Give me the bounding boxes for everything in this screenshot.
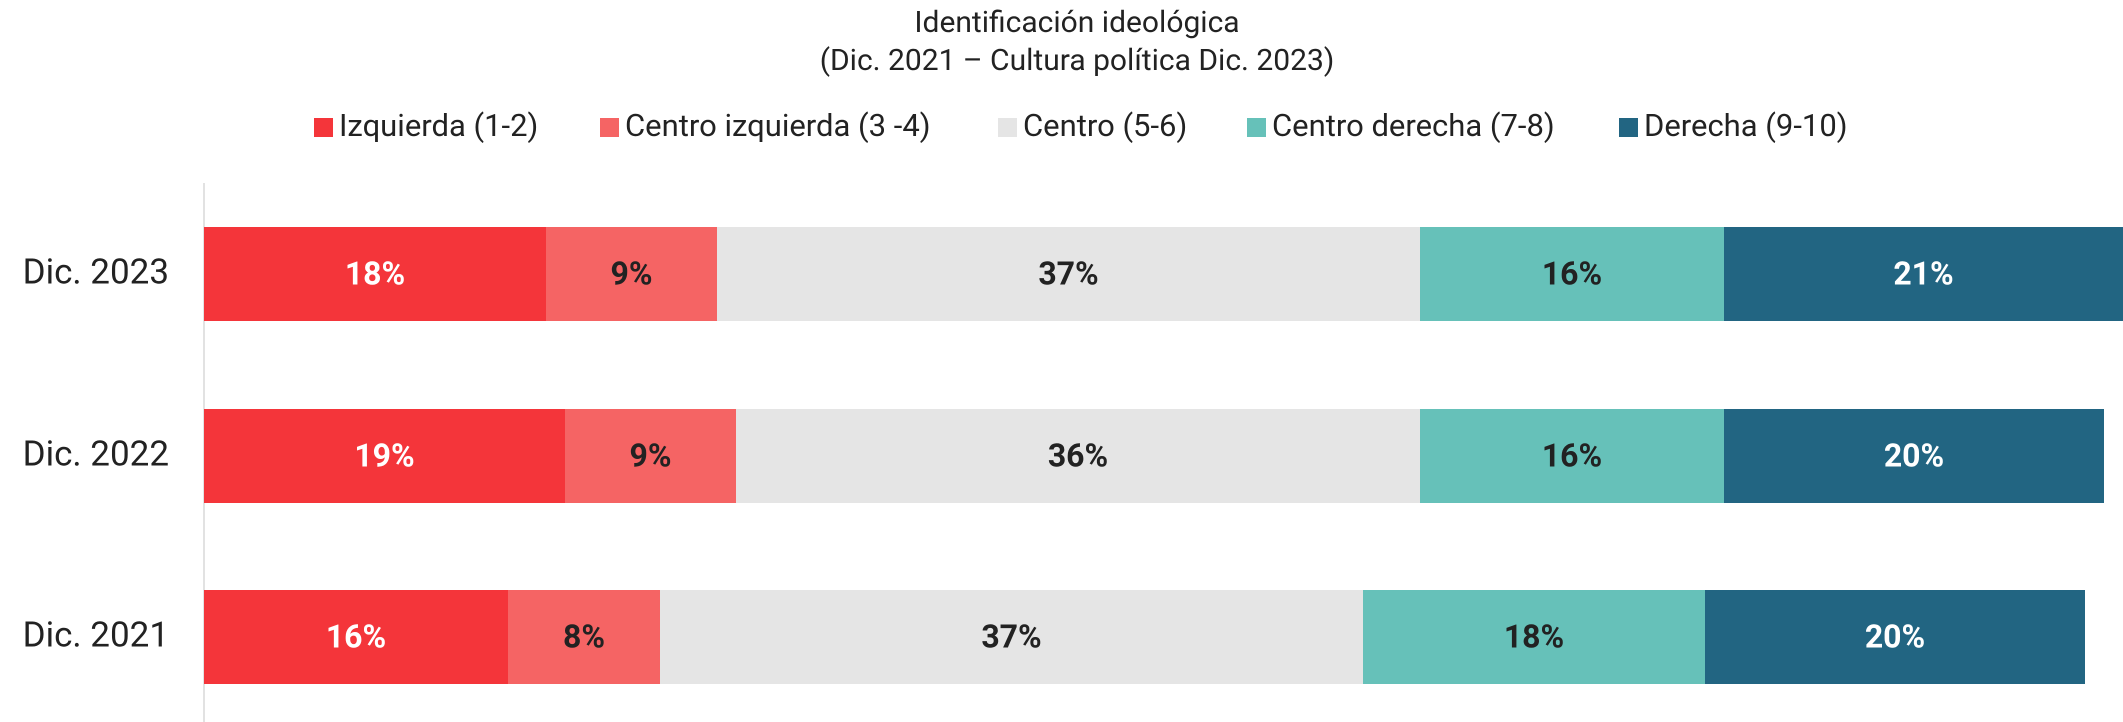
legend-swatch	[1619, 118, 1638, 137]
bar-segment	[1724, 409, 2104, 503]
value-label: 9%	[610, 254, 652, 292]
legend-swatch	[600, 118, 619, 137]
legend-label: Centro izquierda (3 -4)	[625, 107, 931, 144]
y-tick-label: Dic. 2023	[23, 251, 169, 292]
legend-swatch	[998, 118, 1017, 137]
bar-segment	[1724, 227, 2123, 321]
value-label: 37%	[1038, 254, 1098, 292]
legend-label: Centro (5-6)	[1023, 107, 1187, 144]
legend-swatch	[314, 118, 333, 137]
bar-segment	[204, 227, 546, 321]
bar-segment	[204, 590, 508, 684]
value-label: 20%	[1865, 617, 1925, 655]
value-label: 21%	[1893, 254, 1953, 292]
bar-segment	[1363, 590, 1705, 684]
y-tick-label: Dic. 2021	[23, 614, 169, 655]
value-label: 36%	[1048, 436, 1108, 474]
chart-subtitle: (Dic. 2021 – Cultura política Dic. 2023)	[820, 43, 1335, 78]
value-label: 16%	[1542, 436, 1602, 474]
legend-label: Izquierda (1-2)	[339, 107, 538, 144]
value-label: 8%	[563, 617, 605, 655]
value-label: 20%	[1884, 436, 1944, 474]
bar-segment	[1420, 409, 1724, 503]
y-tick-label: Dic. 2022	[23, 433, 169, 474]
value-label: 18%	[1504, 617, 1564, 655]
legend-label: Derecha (9-10)	[1644, 107, 1848, 144]
value-label: 18%	[345, 254, 405, 292]
value-label: 9%	[629, 436, 671, 474]
bar-segment	[508, 590, 660, 684]
legend-swatch	[1247, 118, 1266, 137]
bar-segment	[1420, 227, 1724, 321]
bar-segment	[546, 227, 717, 321]
bar-segment	[204, 409, 565, 503]
legend-label: Centro derecha (7-8)	[1272, 107, 1555, 144]
bar-segment	[660, 590, 1363, 684]
bar-segment	[717, 227, 1420, 321]
value-label: 16%	[1542, 254, 1602, 292]
bar-segment	[1705, 590, 2085, 684]
bar-segment	[736, 409, 1420, 503]
chart-title: Identificación ideológica	[914, 5, 1239, 40]
value-label: 16%	[326, 617, 386, 655]
value-label: 37%	[981, 617, 1041, 655]
value-label: 19%	[354, 436, 414, 474]
bar-segment	[565, 409, 736, 503]
